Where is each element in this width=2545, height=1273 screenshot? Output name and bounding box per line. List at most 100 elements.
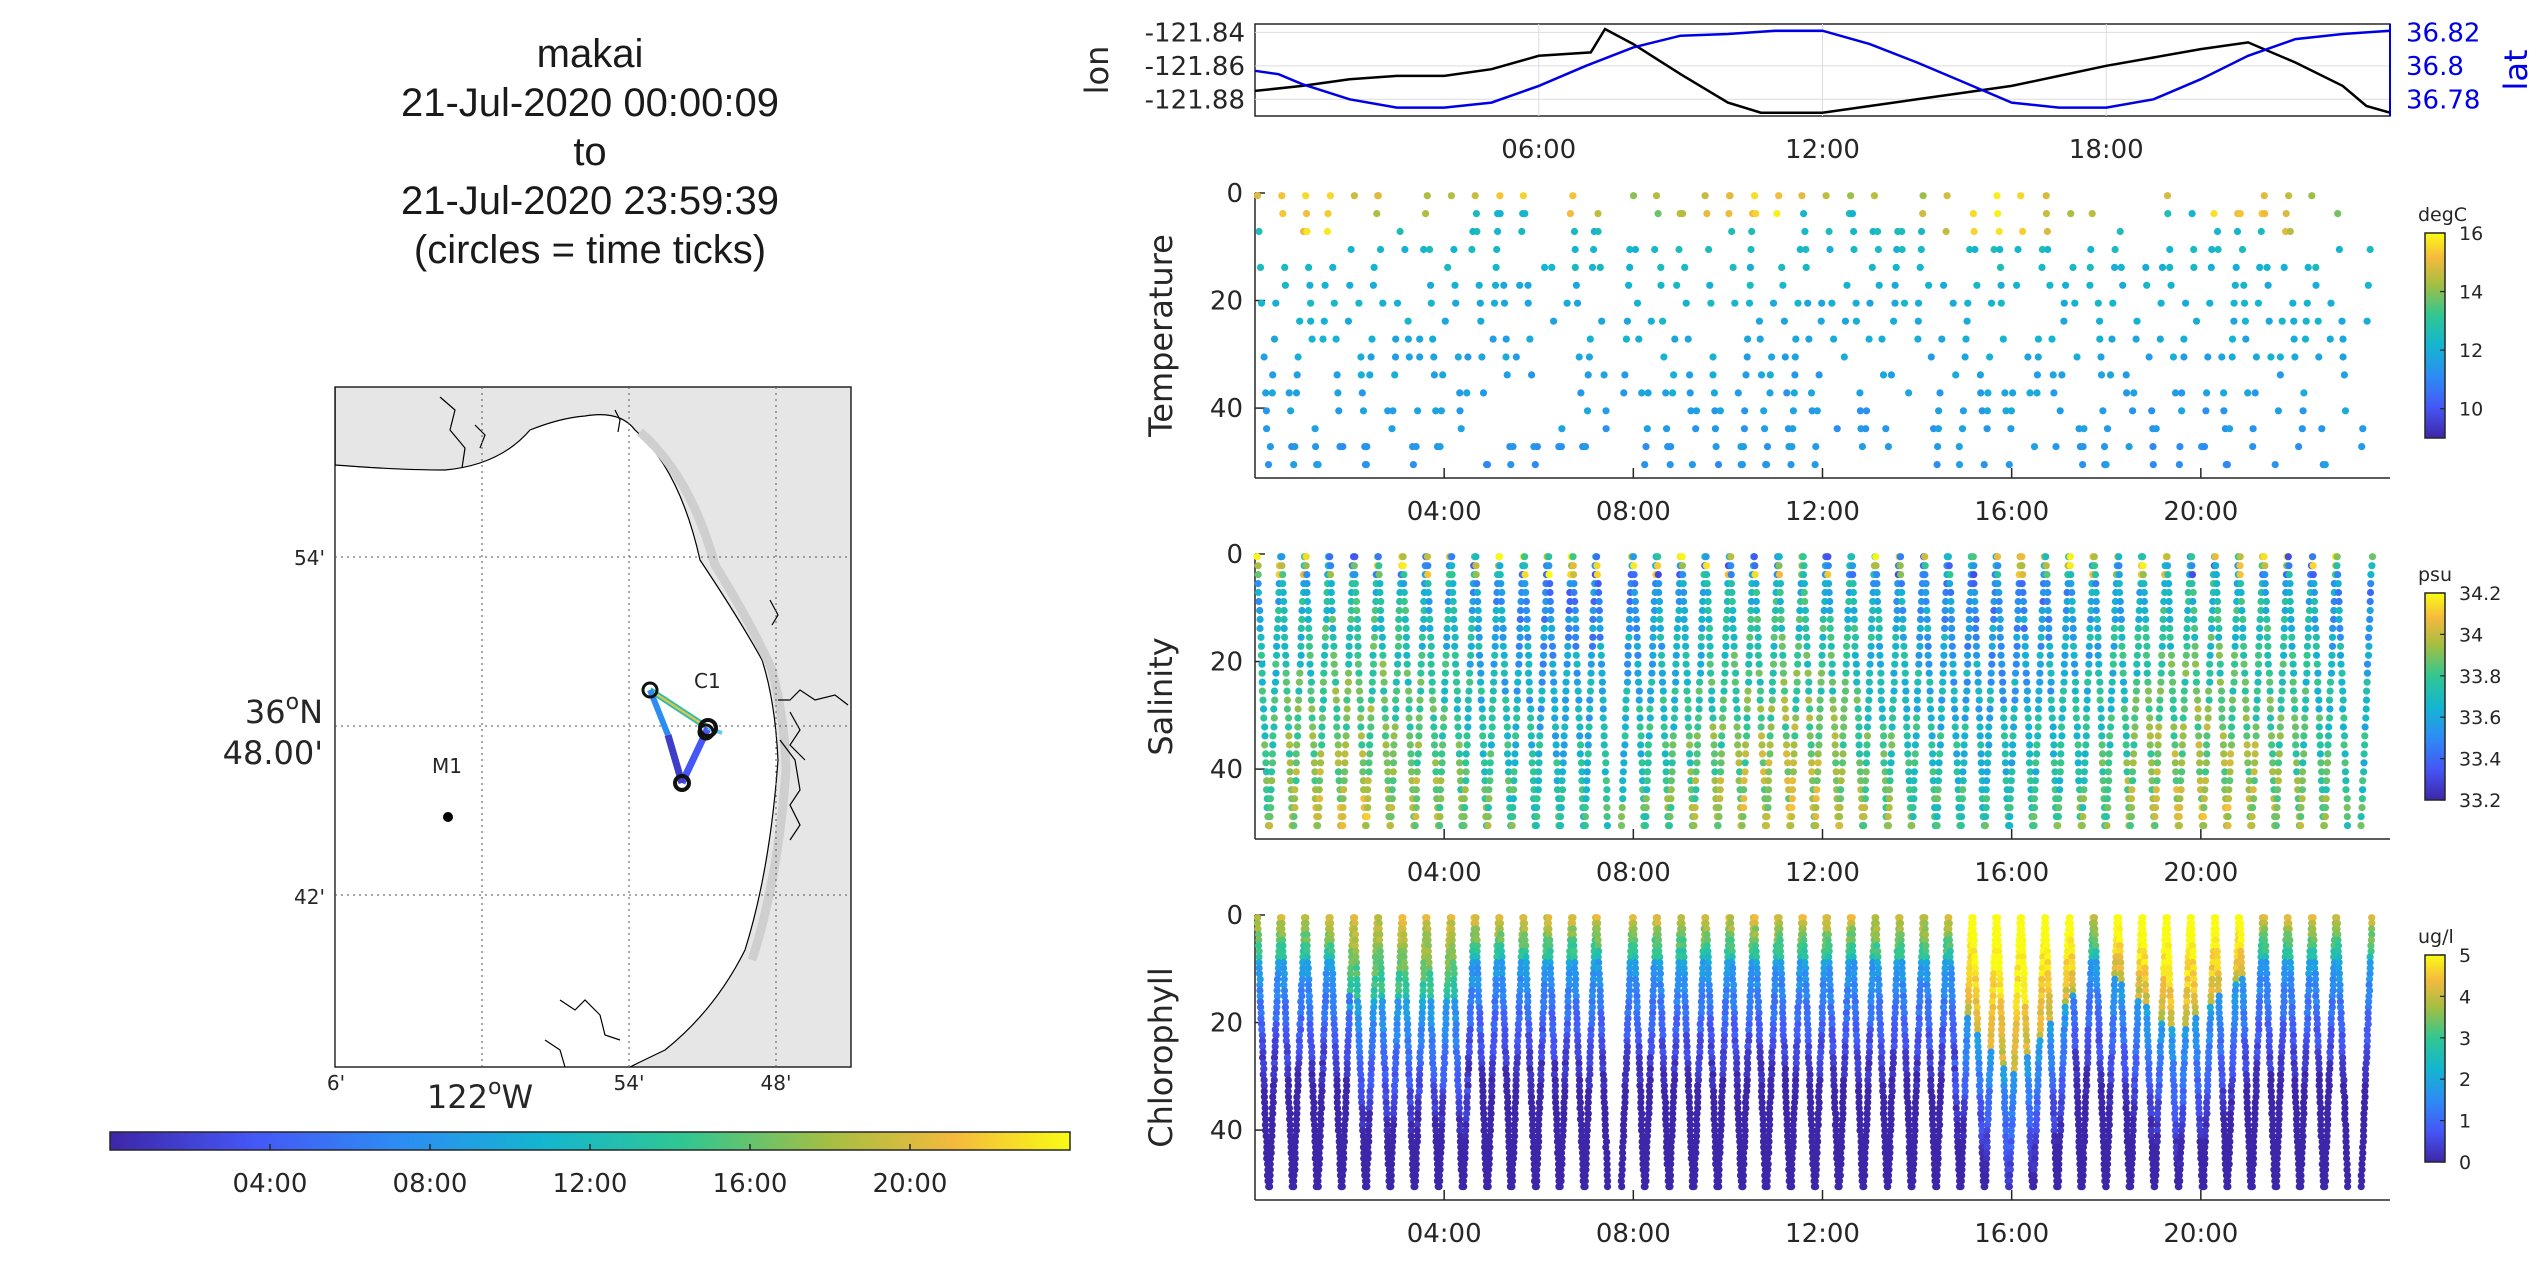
temperature-data-point: [2326, 335, 2334, 343]
salinity-data-point: [1583, 768, 1591, 776]
salinity-data-point: [2092, 588, 2100, 597]
lat-axis-label: lat: [2497, 49, 2535, 90]
chlorophyll-data-point: [1389, 1138, 1397, 1146]
salinity-data-point: [2278, 669, 2286, 677]
chlorophyll-data-point: [1571, 981, 1580, 989]
salinity-data-point: [1536, 714, 1545, 722]
temperature-data-point: [1451, 281, 1459, 289]
salinity-data-point: [1872, 562, 1880, 570]
temperature-data-point: [1654, 210, 1662, 218]
chlorophyll-data-point: [1464, 1082, 1472, 1090]
salinity-data-point: [2357, 822, 2365, 830]
salinity-data-point: [1418, 651, 1426, 659]
salinity-data-point: [2202, 741, 2211, 749]
salinity-data-point: [1694, 723, 1702, 731]
salinity-data-point: [1839, 759, 1847, 767]
salinity-data-point: [2267, 732, 2276, 740]
temperature-data-point: [1355, 299, 1363, 307]
salinity-data-point: [2061, 642, 2069, 650]
temperature-data-point: [1489, 335, 1497, 343]
chlorophyll-data-point: [1533, 1171, 1541, 1179]
chlorophyll-data-point: [1411, 1171, 1420, 1179]
temperature-data-point: [2069, 263, 2077, 271]
chlorophyll-data-point: [1318, 1070, 1327, 1079]
chlorophyll-data-point: [1584, 1110, 1592, 1118]
temperature-data-point: [1594, 210, 1602, 218]
temperature-data-point: [1744, 335, 1752, 343]
salinity-data-point: [1488, 714, 1496, 722]
chlorophyll-data-point: [1427, 1026, 1436, 1034]
chlorophyll-data-point: [1357, 1070, 1365, 1079]
chlorophyll-data-point: [1450, 986, 1459, 995]
chlorophyll-data-point: [1565, 975, 1573, 983]
chlorophyll-data-point: [1405, 1059, 1413, 1067]
chlorophyll-data-point: [1420, 964, 1428, 972]
temperature-data-point: [2318, 425, 2326, 433]
salinity-data-point: [2292, 750, 2300, 758]
salinity-data-point: [2094, 624, 2102, 633]
salinity-data-point: [1986, 696, 1995, 704]
salinity-data-point: [2303, 669, 2311, 677]
salinity-data-point: [1375, 571, 1383, 579]
temperature-data-point: [1738, 461, 1746, 469]
salinity-data-point: [1873, 588, 1881, 597]
salinity-data-point: [1864, 705, 1872, 713]
chlorophyll-data-point: [1512, 1070, 1520, 1079]
temperature-data-point: [1898, 245, 1906, 254]
chlorophyll-data-point: [1583, 1132, 1591, 1140]
chlorophyll-axis-label: Chlorophyll: [1142, 967, 1180, 1147]
salinity-data-point: [1532, 822, 1540, 830]
chlorophyll-data-point: [1569, 925, 1577, 933]
chlorophyll-data-point: [1331, 1042, 1339, 1051]
salinity-data-point: [2014, 606, 2022, 615]
temperature-data-point: [1994, 210, 2002, 218]
salinity-data-point: [2130, 732, 2138, 740]
chlorophyll-data-point: [1551, 1082, 1560, 1090]
salinity-data-point: [1985, 723, 1993, 731]
temperature-data-point: [1473, 227, 1481, 236]
salinity-data-point: [1901, 669, 1909, 677]
chlorophyll-data-point: [1402, 1003, 1410, 1011]
salinity-data-point: [1775, 562, 1783, 570]
salinity-data-point: [1705, 615, 1713, 624]
salinity-data-point: [2142, 615, 2150, 624]
salinity-data-point: [2070, 651, 2078, 659]
salinity-data-point: [1386, 822, 1395, 830]
temperature-data-point: [2060, 299, 2068, 307]
chlorophyll-data-point: [1317, 1121, 1325, 1129]
salinity-data-point: [1879, 723, 1887, 731]
chlorophyll-data-point: [1256, 975, 1264, 983]
chlorophyll-data-point: [1411, 1183, 1419, 1191]
salinity-data-point: [1714, 822, 1722, 830]
salinity-data-point: [2201, 768, 2210, 776]
temperature-data-point: [1335, 407, 1343, 415]
salinity-data-point: [1660, 732, 1669, 740]
salinity-data-point: [2093, 615, 2101, 624]
chlorophyll-data-point: [1317, 1093, 1325, 1101]
salinity-data-point: [1796, 606, 1804, 615]
salinity-data-point: [1499, 642, 1507, 650]
salinity-data-point: [1510, 786, 1518, 794]
salinity-data-point: [1268, 777, 1276, 785]
temperature-data-point: [1973, 281, 1981, 289]
chlorophyll-data-point: [1573, 1020, 1581, 1028]
chlorophyll-data-point: [1534, 1126, 1542, 1135]
salinity-data-point: [2361, 732, 2369, 740]
salinity-data-point: [1323, 606, 1331, 615]
salinity-data-point: [1551, 696, 1559, 704]
salinity-data-point: [2309, 571, 2317, 579]
salinity-data-point: [1925, 669, 1933, 677]
temperature-data-point: [1813, 407, 1821, 415]
chlorophyll-data-point: [1380, 1048, 1388, 1056]
salinity-data-point: [1596, 633, 1604, 641]
chlorophyll-data-point: [1424, 947, 1432, 955]
salinity-data-point: [1789, 777, 1797, 785]
chlorophyll-data-point: [1415, 1082, 1424, 1090]
salinity-data-point: [1984, 750, 1992, 758]
temperature-data-point: [1850, 245, 1858, 254]
temperature-data-point: [1374, 192, 1382, 200]
chlorophyll-data-point: [1430, 1087, 1438, 1095]
chlorophyll-data-point: [1266, 1183, 1274, 1191]
chlorophyll-data-point: [1435, 1183, 1443, 1191]
salinity-data-point: [2237, 588, 2245, 597]
